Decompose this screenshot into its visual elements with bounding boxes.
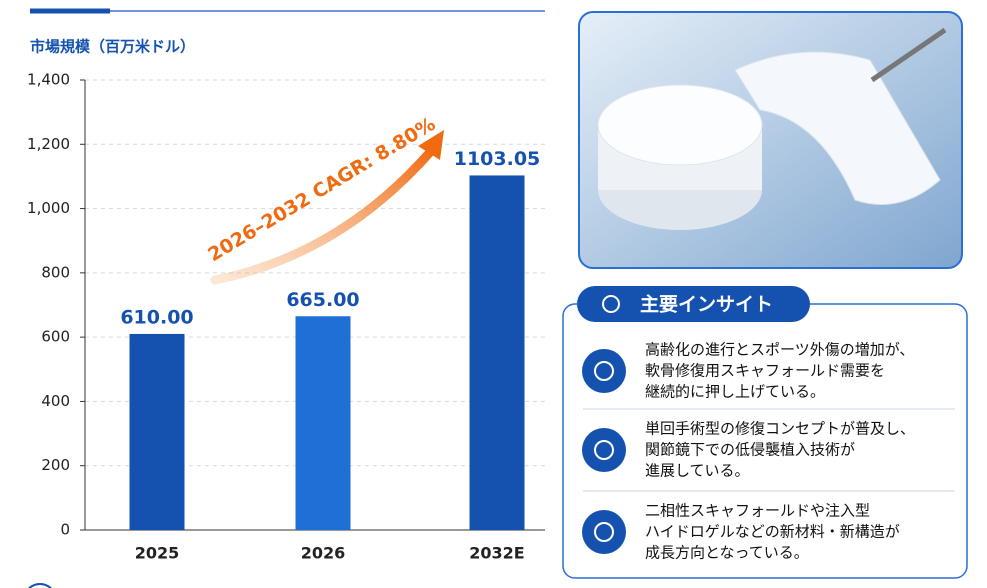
product-photo	[578, 11, 963, 269]
insight-icon-glyph	[594, 361, 614, 381]
bulb-icon	[602, 295, 620, 313]
y-tick-label: 400	[41, 392, 70, 410]
insight-icon-glyph	[594, 440, 614, 460]
y-tick-label: 200	[41, 456, 70, 474]
insight-icon	[582, 510, 626, 554]
x-tick-label: 2025	[135, 544, 180, 563]
insight-icon-glyph	[594, 522, 614, 542]
insight-text: 関節鏡下での低侵襲植入技術が	[645, 441, 855, 459]
insight-text: 二相性スキャフォールドや注入型	[645, 502, 870, 520]
footer-icon	[27, 583, 53, 588]
insight-icon	[582, 349, 626, 393]
insight-text: 成長方向となっている。	[645, 544, 809, 562]
insight-title: 主要インサイト	[640, 294, 773, 316]
value-label: 1103.05	[454, 148, 541, 170]
y-tick-label: 0	[60, 521, 70, 539]
insight-list: 高齢化の進行とスポーツ外傷の増加が、軟骨修復用スキャフォールド需要を継続的に押し…	[582, 341, 915, 562]
insight-text: 高齢化の進行とスポーツ外傷の増加が、	[645, 341, 914, 359]
insight-text: 継続的に押し上げている。	[645, 383, 825, 401]
y-tick-label: 800	[41, 263, 70, 281]
insight-text: ハイドロゲルなどの新材料・新構造が	[645, 523, 900, 541]
insight-icon	[582, 428, 626, 472]
bar	[469, 175, 525, 530]
bar-chart: 0 200 400 600 800 1,000 1,200 1,400 2025 610.00 20…	[27, 71, 545, 563]
bar	[295, 316, 351, 530]
cagr-arrowhead	[418, 130, 444, 160]
insight-text: 軟骨修復用スキャフォールド需要を	[645, 362, 885, 380]
insight-text: 進展している。	[645, 462, 750, 480]
y-tick-label: 600	[41, 328, 70, 346]
bar	[129, 333, 185, 530]
value-label: 665.00	[286, 289, 359, 311]
y-tick-label: 1,200	[27, 135, 70, 153]
y-tick-label: 1,000	[27, 199, 70, 217]
x-tick-label: 2032E	[469, 544, 524, 563]
value-label: 610.00	[120, 306, 193, 328]
cagr-arrow	[210, 145, 437, 285]
insight-text: 単回手術型の修復コンセプトが普及し、	[645, 420, 915, 438]
insight-header	[577, 286, 810, 322]
y-axis-label: 市場規模（百万米ドル）	[30, 38, 195, 56]
y-tick-label: 1,400	[27, 71, 70, 89]
x-tick-label: 2026	[301, 544, 346, 563]
